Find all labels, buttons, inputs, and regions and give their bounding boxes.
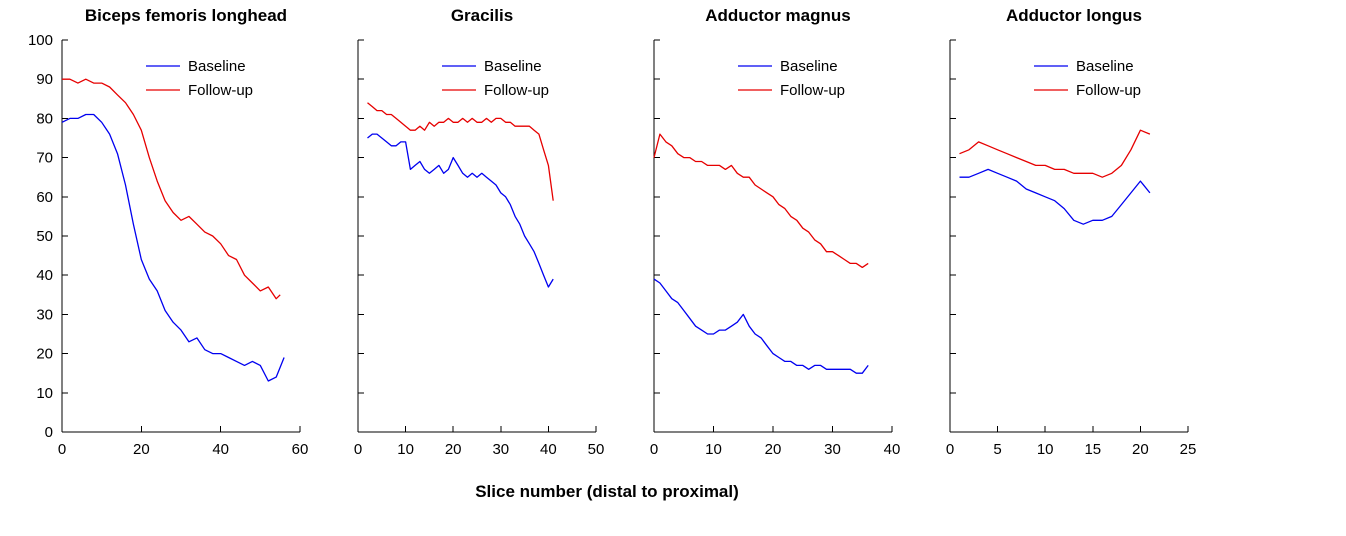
- chart-title: Biceps femoris longhead: [84, 6, 288, 25]
- x-tick-label: 20: [133, 441, 150, 458]
- chart-title: Adductor longus: [1006, 6, 1142, 25]
- y-tick-label: 90: [36, 71, 53, 88]
- series-line-baseline: [959, 168, 1151, 225]
- chart-panels-row: Biceps femoris longhead 0 20 40 60 0 10 20 30 40…: [16, 6, 1198, 464]
- shared-x-axis-label: Slice number (distal to proximal): [475, 482, 739, 501]
- x-tick-label: 30: [492, 441, 509, 458]
- x-tick-label: 60: [292, 441, 309, 458]
- chart-canvas: 0 10 20 30 40 Baseline Follow-up: [650, 39, 901, 458]
- x-tick-label: 25: [1180, 441, 1197, 458]
- x-tick-label: 50: [588, 441, 605, 458]
- x-tick-label: 40: [540, 441, 557, 458]
- chart-title: Gracilis: [450, 6, 514, 25]
- chart-canvas: 0 5 10 15 20 25 Baseline Follow-up: [946, 39, 1197, 458]
- chart-panel-adductor-magnus: Adductor magnus 0 10 20 30 40 Baseline Follow-…: [640, 6, 902, 464]
- x-tick-label: 15: [1084, 441, 1101, 458]
- series-line-follow-up: [653, 133, 869, 269]
- series-line-baseline: [653, 278, 869, 374]
- chart-canvas: 0 20 40 60 0 10 20 30 40 50 60 70 80 90 100 Baseline Fol…: [28, 32, 309, 458]
- series-line-follow-up: [959, 129, 1151, 178]
- x-tick-label: 10: [397, 441, 414, 458]
- chart-canvas: 0 10 20 30 40 50 Baseline Follow-up: [354, 39, 605, 458]
- x-tick-label: 20: [765, 441, 782, 458]
- legend-label: Follow-up: [188, 82, 253, 99]
- y-tick-label: 20: [36, 346, 53, 363]
- x-tick-label: 0: [58, 441, 66, 458]
- y-tick-label: 0: [45, 424, 53, 441]
- x-tick-label: 20: [445, 441, 462, 458]
- y-tick-label: 100: [28, 32, 53, 49]
- x-tick-label: 30: [824, 441, 841, 458]
- series-line-follow-up: [367, 102, 554, 201]
- legend-label: Follow-up: [484, 82, 549, 99]
- y-tick-label: 70: [36, 150, 53, 167]
- legend-label: Baseline: [484, 58, 542, 75]
- chart-panel-biceps-femoris: Biceps femoris longhead 0 20 40 60 0 10 20 30 40…: [16, 6, 310, 464]
- y-tick-label: 50: [36, 228, 53, 245]
- legend-label: Baseline: [780, 58, 838, 75]
- legend-label: Baseline: [188, 58, 246, 75]
- x-tick-label: 5: [993, 441, 1001, 458]
- legend-label: Follow-up: [780, 82, 845, 99]
- x-tick-label: 0: [946, 441, 954, 458]
- y-tick-label: 10: [36, 385, 53, 402]
- x-tick-label: 10: [1037, 441, 1054, 458]
- figure: Biceps femoris longhead 0 20 40 60 0 10 20 30 40…: [16, 6, 1198, 501]
- series-line-baseline: [61, 113, 285, 382]
- y-tick-label: 60: [36, 189, 53, 206]
- x-tick-label: 10: [705, 441, 722, 458]
- series-line-follow-up: [62, 78, 281, 300]
- x-tick-label: 20: [1132, 441, 1149, 458]
- x-tick-label: 0: [354, 441, 362, 458]
- chart-panel-adductor-longus: Adductor longus 0 5 10 15 20 25 Baseline Follow…: [936, 6, 1198, 464]
- y-tick-label: 40: [36, 267, 53, 284]
- legend-label: Baseline: [1076, 58, 1134, 75]
- legend-label: Follow-up: [1076, 82, 1141, 99]
- x-tick-label: 40: [212, 441, 229, 458]
- chart-panel-gracilis: Gracilis 0 10 20 30 40 50 Baseline Follow-up: [344, 6, 606, 464]
- y-tick-label: 30: [36, 306, 53, 323]
- y-tick-label: 80: [36, 110, 53, 127]
- x-tick-label: 40: [884, 441, 901, 458]
- series-line-baseline: [367, 133, 554, 288]
- x-tick-label: 0: [650, 441, 658, 458]
- chart-title: Adductor magnus: [705, 6, 851, 25]
